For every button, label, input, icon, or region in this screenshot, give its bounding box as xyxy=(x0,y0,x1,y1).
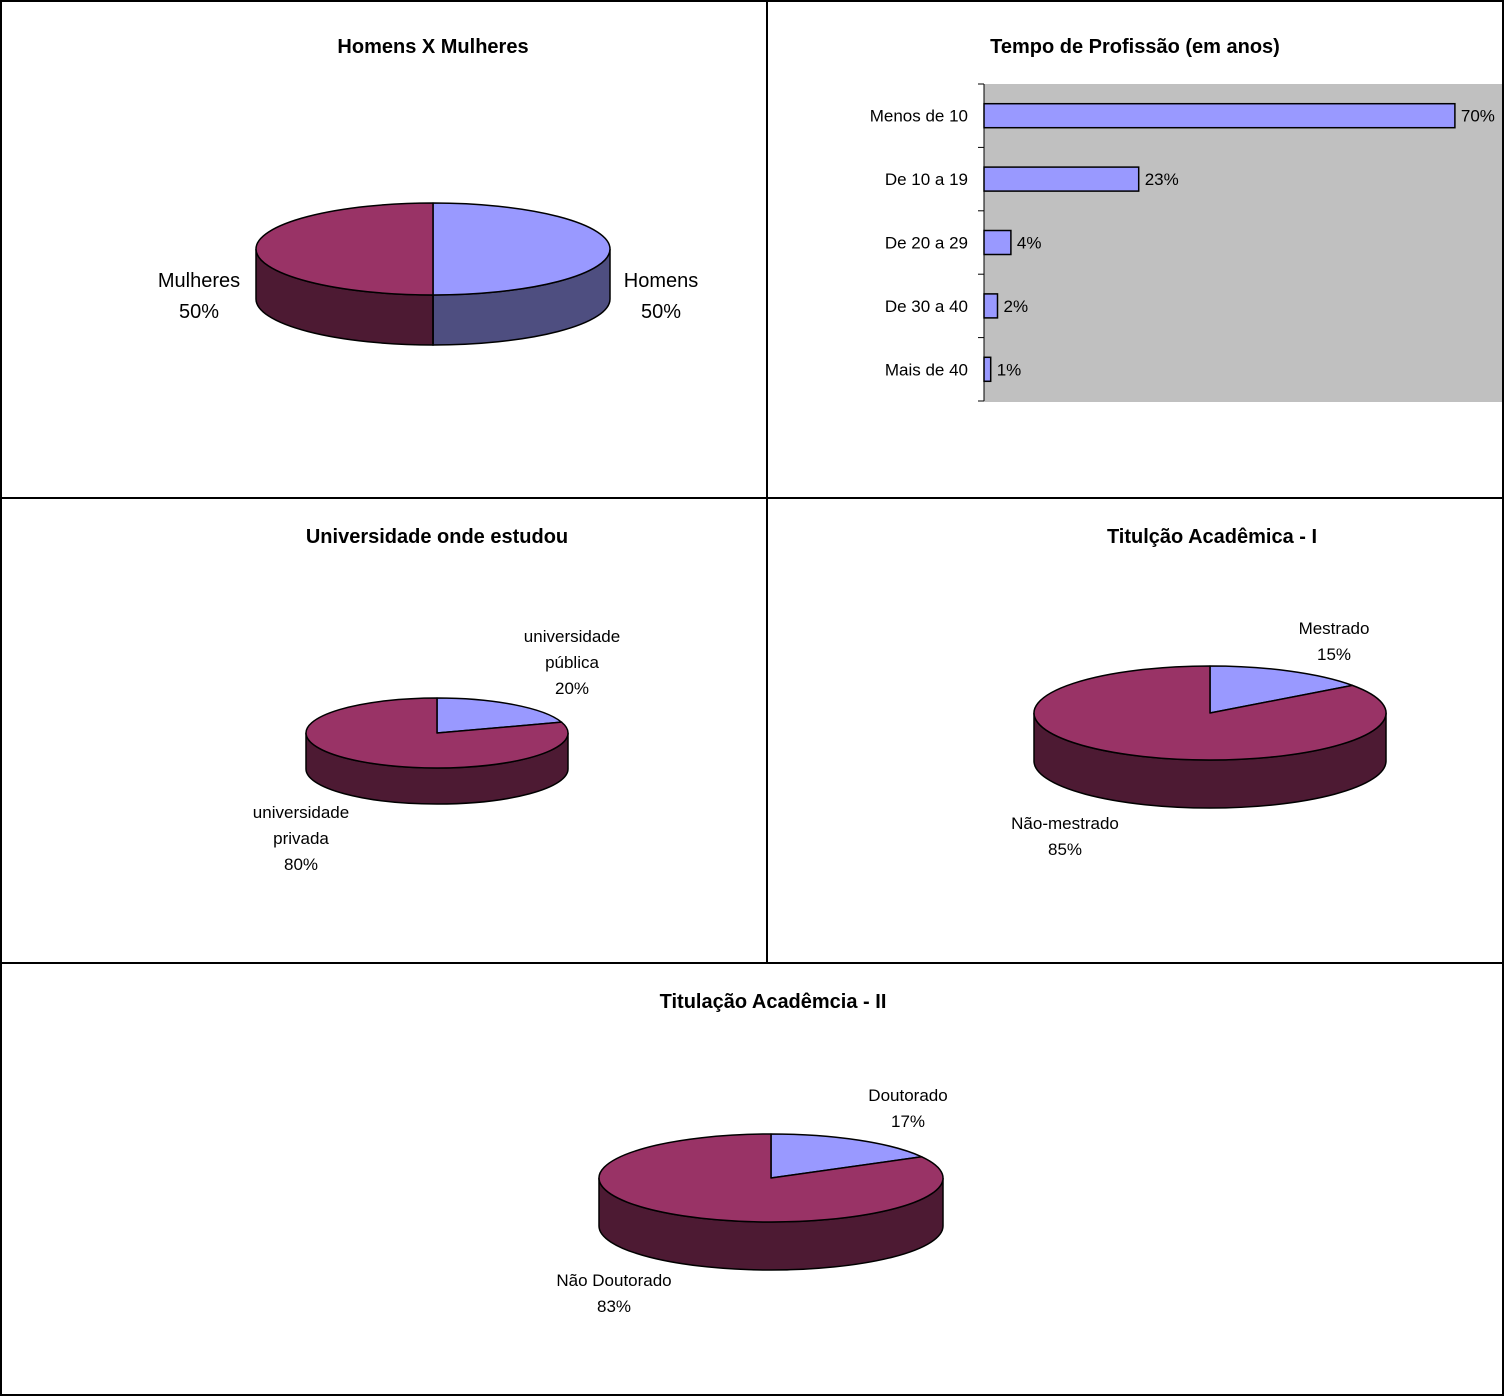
chart-homens-mulheres: Homens X Mulheres Homens 50% Mulheres 50… xyxy=(158,36,698,346)
chart-tempo-profissao: Tempo de Profissão (em anos) Menos de 10… xyxy=(870,36,1502,402)
slice-pct-publica: 20% xyxy=(555,679,589,698)
tick-label-de-10-a-19: De 10 a 19 xyxy=(885,170,968,189)
pie-homens-mulheres xyxy=(255,202,611,346)
pie-slice-universidade-privada xyxy=(305,697,569,769)
pie-titulacao-1 xyxy=(1033,665,1387,809)
chart-2-title: Tempo de Profissão (em anos) xyxy=(990,36,1280,58)
pie-slice-mestrado xyxy=(1209,665,1354,714)
chart-titulacao-1: Titulção Acadêmica - I Mestrado 15% Não-… xyxy=(1011,526,1387,859)
tick-label-menos-de-10: Menos de 10 xyxy=(870,107,968,126)
pie-slice-homens xyxy=(432,202,611,296)
chart-1-title: Homens X Mulheres xyxy=(337,36,528,58)
slice-label-nao-mestrado: Não-mestrado xyxy=(1011,814,1119,833)
bar-series: Menos de 10 70% De 10 a 19 23% De 20 a 29 4% D… xyxy=(870,83,1495,402)
slice-pct-mulheres: 50% xyxy=(179,301,219,323)
slice-pct-homens: 50% xyxy=(641,301,681,323)
tick-label-de-20-a-29: De 20 a 29 xyxy=(885,234,968,253)
chart-3-title: Universidade onde estudou xyxy=(306,526,568,548)
slice-pct-doutorado: 17% xyxy=(891,1112,925,1131)
slice-pct-nao-mestrado: 85% xyxy=(1048,840,1082,859)
chart-titulacao-2: Titulação Acadêmcia - II Doutorado 17% N… xyxy=(556,991,947,1316)
pie-slice-doutorado xyxy=(770,1133,923,1179)
tick-label-de-30-a-40: De 30 a 40 xyxy=(885,297,968,316)
data-label-menos-de-10: 70% xyxy=(1461,107,1495,126)
pie-slice-nao-doutorado xyxy=(598,1133,944,1223)
pie-titulacao-2 xyxy=(598,1133,944,1271)
plot-area xyxy=(984,84,1502,402)
bar-de-30-a-40 xyxy=(983,293,999,319)
pie-slice-mulheres xyxy=(255,202,434,296)
chart-4-title: Titulção Acadêmica - I xyxy=(1107,526,1317,548)
slice-pct-nao-doutorado: 83% xyxy=(597,1297,631,1316)
chart-5-title: Titulação Acadêmcia - II xyxy=(660,991,887,1013)
slice-label-homens: Homens xyxy=(624,270,698,292)
slice-label-doutorado: Doutorado xyxy=(868,1086,947,1105)
data-label-de-30-a-40: 2% xyxy=(1004,297,1029,316)
chart-universidade: Universidade onde estudou universidade p… xyxy=(253,526,620,874)
data-label-de-20-a-29: 4% xyxy=(1017,234,1042,253)
bar-menos-de-10 xyxy=(983,102,1456,129)
slice-label-nao-doutorado: Não Doutorado xyxy=(556,1271,671,1290)
slice-label-mestrado: Mestrado xyxy=(1299,619,1370,638)
bar-de-20-a-29 xyxy=(983,229,1012,256)
slice-label-privada-2: privada xyxy=(273,829,329,848)
slice-label-publica-1: universidade xyxy=(524,627,620,646)
bar-mais-de-40 xyxy=(983,356,992,383)
pie-slice-nao-mestrado xyxy=(1033,665,1387,761)
tick-label-mais-de-40: Mais de 40 xyxy=(885,360,968,379)
slice-label-publica-2: pública xyxy=(545,653,599,672)
slice-label-privada-1: universidade xyxy=(253,803,349,822)
bar-de-10-a-19 xyxy=(983,166,1140,192)
slice-label-mulheres: Mulheres xyxy=(158,270,240,292)
slice-pct-privada: 80% xyxy=(284,855,318,874)
data-label-mais-de-40: 1% xyxy=(997,360,1022,379)
slice-pct-mestrado: 15% xyxy=(1317,645,1351,664)
pie-universidade xyxy=(305,697,569,805)
data-label-de-10-a-19: 23% xyxy=(1145,170,1179,189)
